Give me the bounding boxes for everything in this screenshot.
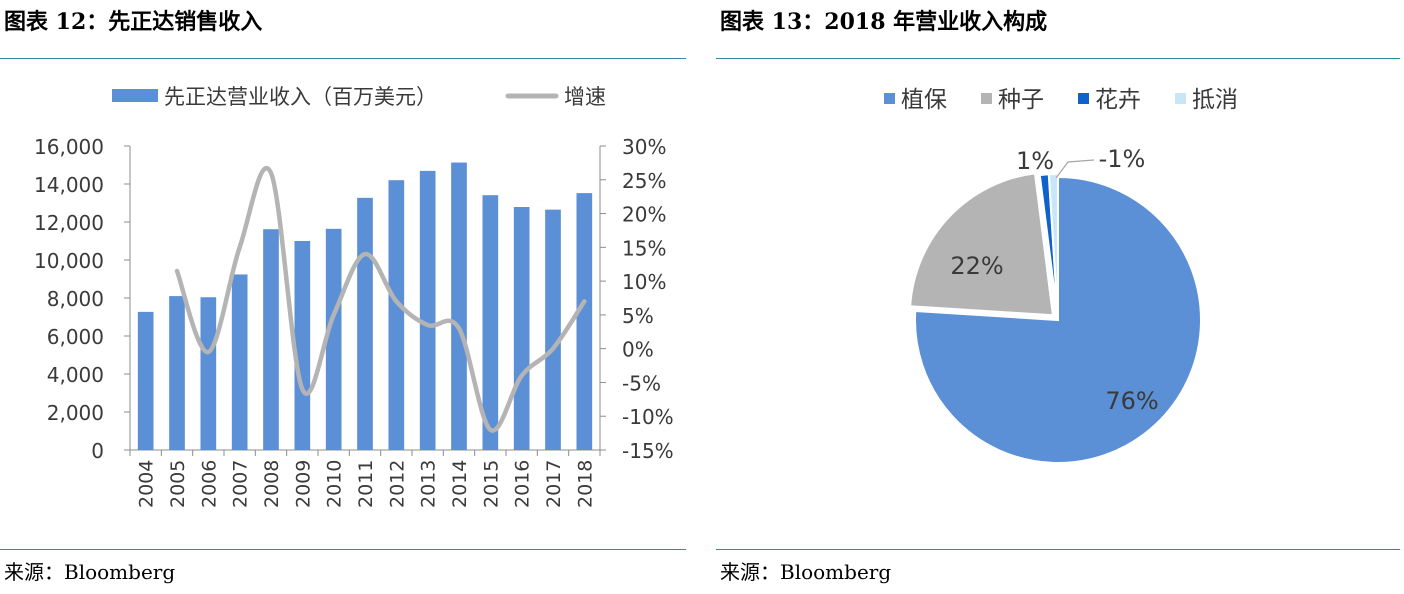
x-tick-label: 2004 [136,460,158,508]
left-figure-panel: 图表 12：先正达销售收入 先正达营业收入（百万美元） 增速 0 2,000 4,000… [0,0,690,594]
right-tick-label: 15% [622,236,666,260]
x-tick-label: 2012 [386,460,408,508]
pie-slices [909,172,1202,464]
right-tick-label: 5% [622,304,654,328]
left-bottom-rule [0,549,686,550]
right-tick-label: -10% [622,405,674,429]
right-figure-title: 图表 13：2018 年营业收入构成 [720,9,1048,35]
revenue-bar [137,311,154,450]
left-tick-label: 2,000 [47,401,104,425]
legend-swatch-3 [1175,93,1186,104]
right-tick-label: 20% [622,203,666,227]
left-tick-label: 4,000 [47,363,104,387]
legend-swatch-revenue [112,89,158,102]
right-tick-label: 30% [622,135,666,159]
x-tick-label: 2017 [543,460,565,508]
legend-label-2: 花卉 [1095,87,1141,113]
left-tick-label: 6,000 [47,325,104,349]
right-tick-label: 0% [622,338,654,362]
legend-swatch-0 [884,93,895,104]
left-tick-label: 12,000 [34,211,104,235]
revenue-bars [137,162,593,450]
left-tick-label: 8,000 [47,287,104,311]
pie-data-labels: 76% 22% 1% -1% [950,145,1158,415]
legend-label-1: 种子 [998,87,1044,113]
growth-line [174,165,587,433]
right-figure-panel: 图表 13：2018 年营业收入构成 植保 种子 花卉 抵消 76% 22% 1% -1% 来… [716,0,1404,594]
revenue-bar [388,180,405,450]
pie-label-0: 76% [1105,387,1158,415]
x-tick-label: 2010 [324,460,346,508]
right-tick-label: 25% [622,169,666,193]
revenue-growth-chart: 先正达营业收入（百万美元） 增速 0 2,000 4,000 6,000 8,000 10,0… [34,85,674,508]
left-tick-label: 0 [91,439,104,463]
x-tick-label: 2008 [261,460,283,508]
x-tick-label: 2009 [292,460,314,508]
right-axis-ticks: -15% -10% -5% 0% 5% 10% 15% 20% 25% 30% [600,135,674,463]
x-tick-label: 2011 [355,460,377,508]
pie-slice-0 [914,175,1202,464]
pie-slice-3 [1047,173,1059,318]
x-tick-label: 2016 [512,460,534,508]
right-tick-label: -15% [622,439,674,463]
left-figure-title: 图表 12：先正达销售收入 [4,9,263,35]
left-tick-label: 16,000 [34,135,104,159]
pie-label-3: -1% [1099,145,1146,173]
revenue-bar [513,206,530,450]
revenue-bar [231,274,248,450]
legend-label-3: 抵消 [1192,87,1238,113]
revenue-bar [545,209,561,450]
revenue-bar [294,241,311,450]
x-tick-label: 2007 [230,460,252,508]
pie-label-1: 22% [950,252,1003,280]
left-axis-ticks: 0 2,000 4,000 6,000 8,000 10,000 12,000 14,000 1… [34,135,130,463]
revenue-bar [325,228,342,450]
left-tick-label: 14,000 [34,173,104,197]
x-tick-label: 2013 [418,460,440,508]
right-tick-label: -5% [622,371,661,395]
pie-label-2: 1% [1016,147,1054,175]
chart-legend: 先正达营业收入（百万美元） 增速 [112,85,606,109]
x-tick-label: 2005 [167,460,189,508]
left-top-rule [0,58,686,59]
left-tick-label: 10,000 [34,249,104,273]
x-tick-label: 2006 [198,460,220,508]
pie-leader-line [1055,159,1095,179]
left-source-note: 来源：Bloomberg [4,560,176,584]
pie-legend: 植保 种子 花卉 抵消 [884,87,1238,113]
pie-slice-1 [909,172,1055,317]
x-tick-label: 2018 [574,460,596,508]
revenue-bar [419,170,436,450]
legend-label-growth: 增速 [564,85,606,109]
right-tick-label: 10% [622,270,666,294]
legend-label-revenue: 先正达营业收入（百万美元） [164,85,437,109]
revenue-bar [169,296,185,450]
revenue-bar [200,297,217,450]
legend-swatch-2 [1078,93,1089,104]
legend-label-0: 植保 [901,87,947,113]
right-source-note: 来源：Bloomberg [720,560,892,584]
right-top-rule [716,58,1400,59]
x-axis-ticks: 2004 2005 2006 2007 2008 2009 2010 2011 2012 2013… [129,450,601,508]
revenue-bar [576,193,593,450]
revenue-bar [451,162,467,450]
legend-swatch-1 [981,93,992,104]
revenue-composition-pie: 植保 种子 花卉 抵消 76% 22% 1% -1% [884,87,1238,464]
right-bottom-rule [716,549,1400,550]
revenue-bar [357,197,373,450]
x-tick-label: 2014 [449,460,471,508]
revenue-bar [263,229,279,450]
x-tick-label: 2015 [480,460,502,508]
revenue-bar [482,195,499,450]
